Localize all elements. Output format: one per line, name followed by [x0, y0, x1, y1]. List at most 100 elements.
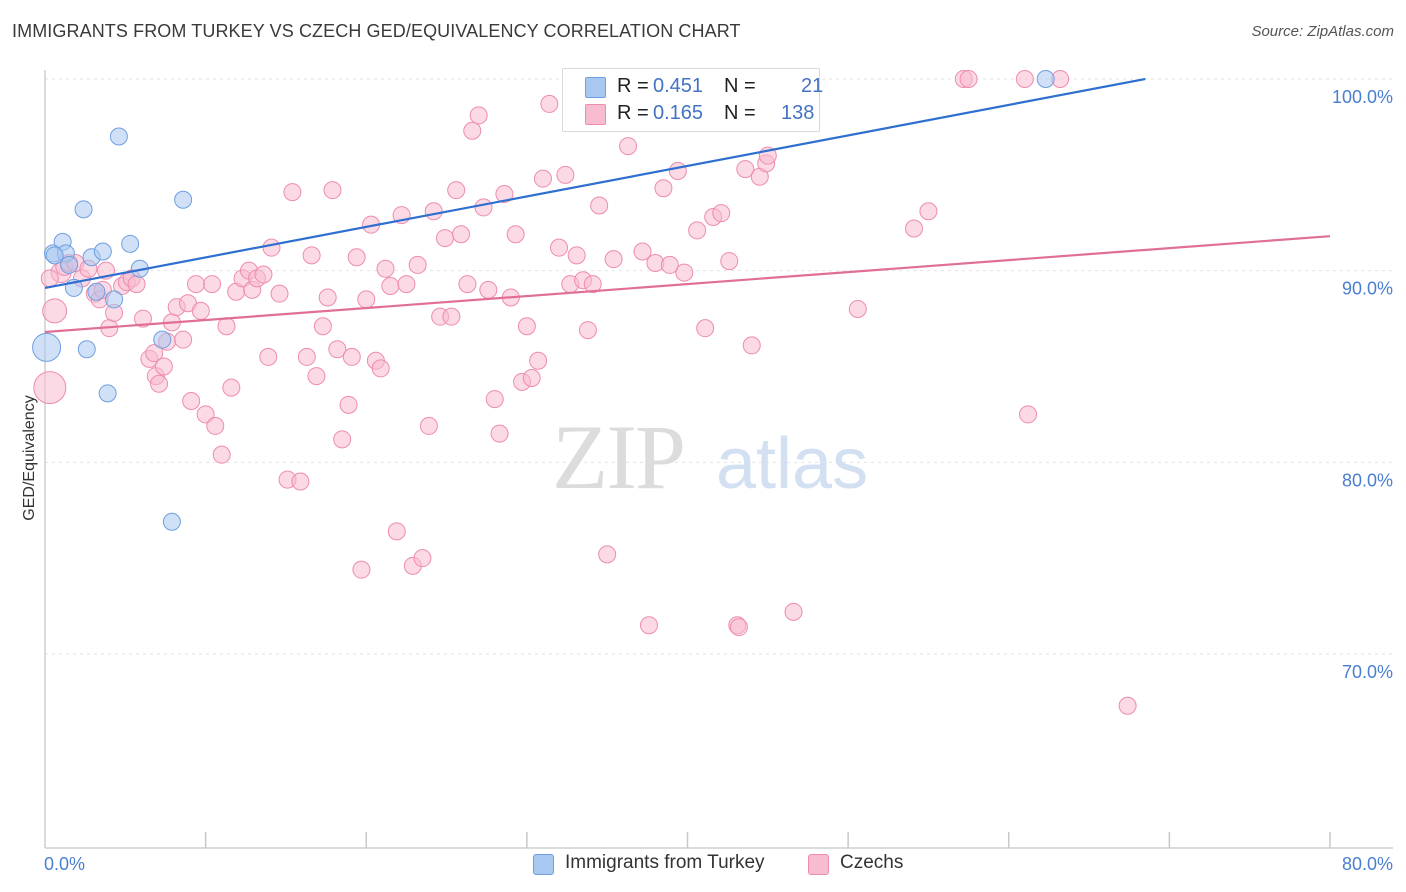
- czech-point: [191, 301, 210, 320]
- czech-point: [452, 225, 471, 244]
- czech-point: [291, 472, 310, 491]
- czech-point: [533, 169, 552, 188]
- czech-point: [540, 94, 559, 113]
- turkey-point: [60, 255, 79, 274]
- czech-point: [463, 121, 482, 140]
- czech-point: [323, 181, 342, 200]
- czech-point: [919, 202, 938, 221]
- bottom-legend-label-turkey: Immigrants from Turkey: [565, 852, 765, 873]
- turkey-points: [32, 70, 1055, 531]
- czech-point: [578, 321, 597, 340]
- legend-swatch-turkey: [585, 77, 606, 98]
- czech-point: [206, 416, 225, 435]
- czech-point: [381, 277, 400, 295]
- watermark-atlas: atlas: [716, 424, 868, 504]
- czech-point: [660, 255, 679, 274]
- turkey-point: [45, 246, 64, 265]
- czech-point: [283, 183, 302, 202]
- czech-point: [688, 221, 707, 240]
- turkey-point: [174, 190, 193, 209]
- turkey-point: [87, 282, 106, 301]
- czech-point: [145, 344, 164, 363]
- legend-r-label: R =: [617, 102, 649, 124]
- legend-n-value: 138: [781, 102, 815, 124]
- source-label: Source: ZipAtlas.com: [1251, 23, 1394, 40]
- czech-point: [222, 378, 241, 397]
- czech-point: [517, 317, 536, 336]
- czech-point: [550, 238, 568, 257]
- y-tick-label: 90.0%: [1342, 279, 1393, 299]
- x-tick-label-max: 80.0%: [1342, 854, 1393, 874]
- axes: [44, 70, 1393, 849]
- legend-r-value: 0.451: [653, 75, 704, 97]
- czech-point: [1118, 696, 1137, 715]
- czech-point: [696, 319, 715, 338]
- czech-point: [413, 549, 432, 568]
- legend-r-label: R =: [617, 75, 649, 97]
- czech-point: [474, 198, 493, 217]
- czech-point: [371, 359, 390, 378]
- correlation-legend: R = 0.451 N = 21 R = 0.165 N = 138: [562, 68, 824, 132]
- czech-point: [633, 242, 652, 261]
- czechs-points: [33, 70, 1137, 715]
- czech-point: [42, 298, 68, 324]
- legend-n-value: 21: [801, 75, 824, 97]
- chart-title: IMMIGRANTS FROM TURKEY VS CZECH GED/EQUI…: [12, 21, 741, 41]
- czech-point: [318, 288, 337, 307]
- czech-point: [556, 165, 575, 184]
- czech-point: [154, 357, 173, 376]
- czech-point: [729, 618, 748, 637]
- turkey-point: [93, 242, 112, 261]
- czech-point: [848, 300, 867, 318]
- czech-point: [339, 395, 358, 414]
- czech-point: [127, 275, 146, 294]
- czech-point: [262, 238, 281, 257]
- watermark-zip: ZIP: [552, 406, 684, 508]
- czech-point: [376, 259, 395, 278]
- turkey-point: [105, 290, 124, 309]
- czech-point: [720, 252, 739, 271]
- czech-point: [522, 369, 541, 387]
- y-axis-label: GED/Equivalency: [21, 395, 38, 520]
- czech-point: [604, 250, 623, 269]
- czech-point: [435, 229, 454, 248]
- czech-point: [419, 416, 438, 435]
- czech-point: [490, 424, 509, 443]
- czech-point: [302, 246, 321, 265]
- czech-point: [357, 290, 376, 309]
- turkey-point: [74, 200, 93, 219]
- watermark: ZIP atlas: [552, 406, 868, 508]
- czech-point: [254, 265, 273, 284]
- czech-point: [529, 351, 548, 370]
- legend-r-value: 0.165: [653, 102, 704, 124]
- czech-point: [270, 284, 289, 303]
- y-tick-labels: 70.0% 80.0% 90.0% 100.0%: [1332, 87, 1393, 682]
- czech-point: [639, 616, 658, 635]
- turkey-point: [77, 340, 96, 359]
- turkey-point: [109, 127, 128, 146]
- czech-point: [583, 275, 602, 294]
- czech-trend-line: [44, 235, 1331, 334]
- trend-lines: [44, 77, 1331, 334]
- x-ticks: [204, 832, 1331, 848]
- czech-point: [328, 340, 347, 359]
- turkey-point: [121, 234, 140, 253]
- bottom-legend-swatch-turkey: [533, 854, 554, 875]
- czech-point: [217, 317, 236, 336]
- czech-point: [307, 367, 326, 386]
- czech-point: [590, 196, 609, 215]
- czech-point: [387, 522, 406, 541]
- czech-point: [442, 307, 461, 326]
- bottom-legend-label-czechs: Czechs: [840, 852, 904, 873]
- czech-point: [654, 179, 673, 198]
- czech-point: [150, 374, 169, 393]
- czech-point: [619, 137, 638, 156]
- turkey-trend-line: [44, 77, 1146, 289]
- czech-point: [342, 347, 361, 366]
- turkey-point: [153, 330, 172, 349]
- czech-point: [1019, 405, 1038, 424]
- czech-point: [352, 560, 371, 579]
- czech-point: [904, 219, 923, 238]
- czech-point: [408, 255, 427, 274]
- turkey-point: [98, 384, 117, 403]
